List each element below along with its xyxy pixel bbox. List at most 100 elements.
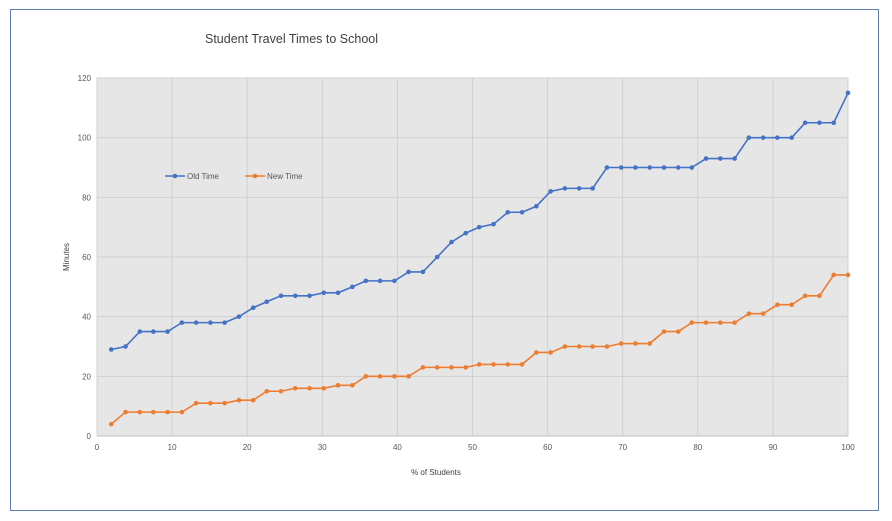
x-axis-label: % of Students <box>411 468 461 477</box>
data-point-old-time <box>137 329 143 334</box>
data-point-new-time <box>236 397 242 403</box>
data-point-old-time <box>165 329 170 334</box>
data-point-old-time <box>250 305 256 311</box>
y-axis-label: Minutes <box>62 243 71 271</box>
x-tick-labels: 0 10 20 30 40 50 60 70 80 90 100 <box>95 443 855 452</box>
data-point-old-time <box>831 120 837 126</box>
x-tick-label: 30 <box>318 443 327 452</box>
data-point-old-time <box>179 320 185 325</box>
data-point-old-time <box>236 314 242 319</box>
data-point-new-time <box>618 341 624 346</box>
x-tick-label: 90 <box>768 443 777 452</box>
data-point-old-time <box>491 221 496 227</box>
data-point-old-time <box>534 203 539 209</box>
data-point-old-time <box>689 165 695 170</box>
data-point-new-time <box>505 362 511 367</box>
data-point-old-time <box>321 290 327 296</box>
data-point-old-time <box>434 254 440 260</box>
data-point-old-time <box>618 165 624 170</box>
chart-title: Student Travel Times to School <box>205 32 378 46</box>
data-point-old-time <box>350 284 355 290</box>
data-point-new-time <box>718 320 723 325</box>
data-point-old-time <box>802 120 808 126</box>
data-point-old-time <box>307 293 312 299</box>
data-point-new-time <box>689 320 695 325</box>
data-point-new-time <box>208 400 213 406</box>
data-point-new-time <box>703 320 709 325</box>
data-point-old-time <box>633 165 638 170</box>
data-point-old-time <box>519 209 525 215</box>
y-tick-label: 40 <box>82 313 91 322</box>
data-point-old-time <box>548 189 553 194</box>
data-point-old-time <box>292 293 298 299</box>
series-old-time <box>108 90 851 352</box>
data-point-old-time <box>590 186 595 191</box>
x-tick-label: 80 <box>693 443 702 452</box>
data-point-new-time <box>845 272 851 278</box>
data-point-new-time <box>519 362 525 367</box>
data-point-old-time <box>604 165 610 170</box>
legend: Old Time New Time <box>165 172 303 181</box>
data-point-old-time <box>449 239 454 245</box>
data-point-old-time <box>732 156 737 161</box>
data-point-new-time <box>732 320 737 325</box>
data-point-new-time <box>775 302 780 308</box>
data-point-old-time <box>208 320 213 325</box>
data-point-old-time <box>576 186 582 191</box>
data-point-old-time <box>193 320 199 325</box>
legend-label: Old Time <box>187 172 220 181</box>
data-point-new-time <box>151 409 156 415</box>
data-point-new-time <box>264 388 270 394</box>
data-point-new-time <box>831 272 837 278</box>
data-point-new-time <box>647 341 653 346</box>
data-point-new-time <box>661 329 667 334</box>
data-point-new-time <box>449 365 454 370</box>
data-point-new-time <box>548 350 553 355</box>
data-point-old-time <box>335 290 341 296</box>
legend-label: New Time <box>267 172 303 181</box>
data-point-new-time <box>165 409 170 415</box>
data-point-new-time <box>420 365 426 370</box>
data-point-old-time <box>476 224 482 230</box>
data-point-old-time <box>278 293 284 299</box>
data-point-old-time <box>718 156 723 161</box>
data-point-old-time <box>817 120 822 126</box>
data-point-new-time <box>292 385 298 391</box>
data-point-new-time <box>363 374 369 379</box>
data-point-new-time <box>137 409 143 415</box>
x-tick-label: 40 <box>393 443 402 452</box>
legend-item-old-time: Old Time <box>165 172 220 181</box>
data-point-new-time <box>377 374 383 379</box>
data-point-new-time <box>633 341 638 346</box>
data-point-old-time <box>647 165 653 170</box>
data-point-old-time <box>363 278 369 284</box>
data-point-old-time <box>463 230 469 236</box>
data-point-new-time <box>434 365 440 370</box>
data-point-old-time <box>151 329 156 334</box>
y-tick-label: 80 <box>82 193 91 202</box>
data-point-old-time <box>789 135 794 140</box>
x-tick-label: 100 <box>841 443 855 452</box>
data-point-new-time <box>590 344 595 349</box>
data-point-new-time <box>746 311 752 316</box>
data-point-new-time <box>406 374 411 379</box>
y-tick-label: 120 <box>78 74 92 83</box>
data-point-old-time <box>264 299 270 305</box>
data-point-new-time <box>108 421 114 427</box>
data-point-new-time <box>675 329 681 334</box>
data-point-old-time <box>377 278 383 284</box>
gridlines <box>96 77 849 437</box>
data-point-new-time <box>350 382 355 388</box>
data-point-old-time <box>775 135 780 140</box>
data-point-new-time <box>392 374 397 379</box>
data-point-new-time <box>576 344 582 349</box>
data-point-old-time <box>562 186 568 191</box>
series-new-time <box>108 272 851 427</box>
y-tick-label: 60 <box>82 253 91 262</box>
data-point-new-time <box>476 362 482 367</box>
legend-item-new-time: New Time <box>245 172 303 181</box>
data-point-new-time <box>802 293 808 299</box>
data-point-new-time <box>250 397 256 403</box>
y-tick-label: 20 <box>82 372 91 381</box>
data-point-new-time <box>604 344 610 349</box>
